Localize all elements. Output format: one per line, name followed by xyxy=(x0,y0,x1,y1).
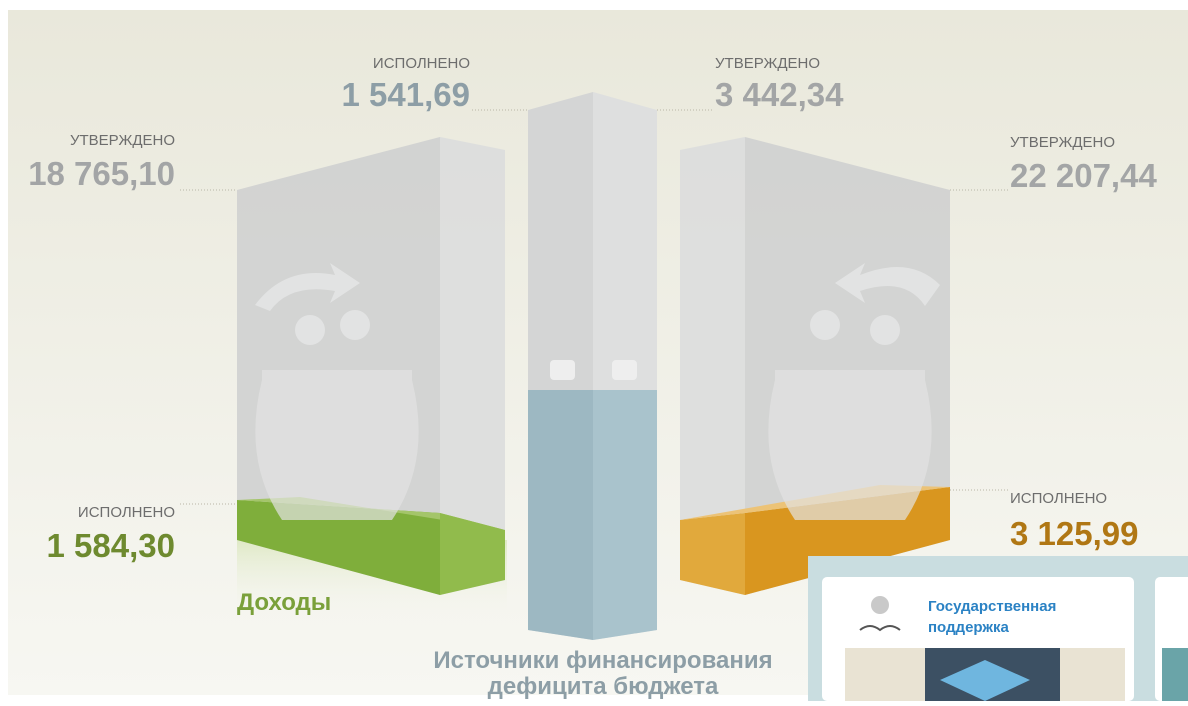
card-title[interactable]: поддержка xyxy=(928,619,1010,636)
sources-box xyxy=(528,92,657,640)
section-name: Доходы xyxy=(237,589,331,616)
expenses-box xyxy=(680,137,950,595)
value: 3 125,99 xyxy=(1010,515,1138,552)
label: УТВЕРЖДЕНО xyxy=(1010,134,1115,151)
value: 22 207,44 xyxy=(1010,157,1157,194)
card-panel xyxy=(808,556,1188,701)
value: 18 765,10 xyxy=(28,155,175,192)
section-name: дефицита бюджета xyxy=(488,673,719,700)
label: ИСПОЛНЕНО xyxy=(78,504,175,521)
value: 3 442,34 xyxy=(715,76,844,113)
revenue-box xyxy=(237,137,505,595)
label: ИСПОЛНЕНО xyxy=(1010,490,1107,507)
label: УТВЕРЖДЕНО xyxy=(70,132,175,149)
value: 1 584,30 xyxy=(47,527,175,564)
card-title[interactable]: Государственная xyxy=(928,598,1056,615)
label: ИСПОЛНЕНО xyxy=(373,55,470,72)
label: УТВЕРЖДЕНО xyxy=(715,55,820,72)
section-name: Источники финансирования xyxy=(433,647,772,674)
connectors xyxy=(180,109,1010,505)
value: 1 541,69 xyxy=(342,76,470,113)
